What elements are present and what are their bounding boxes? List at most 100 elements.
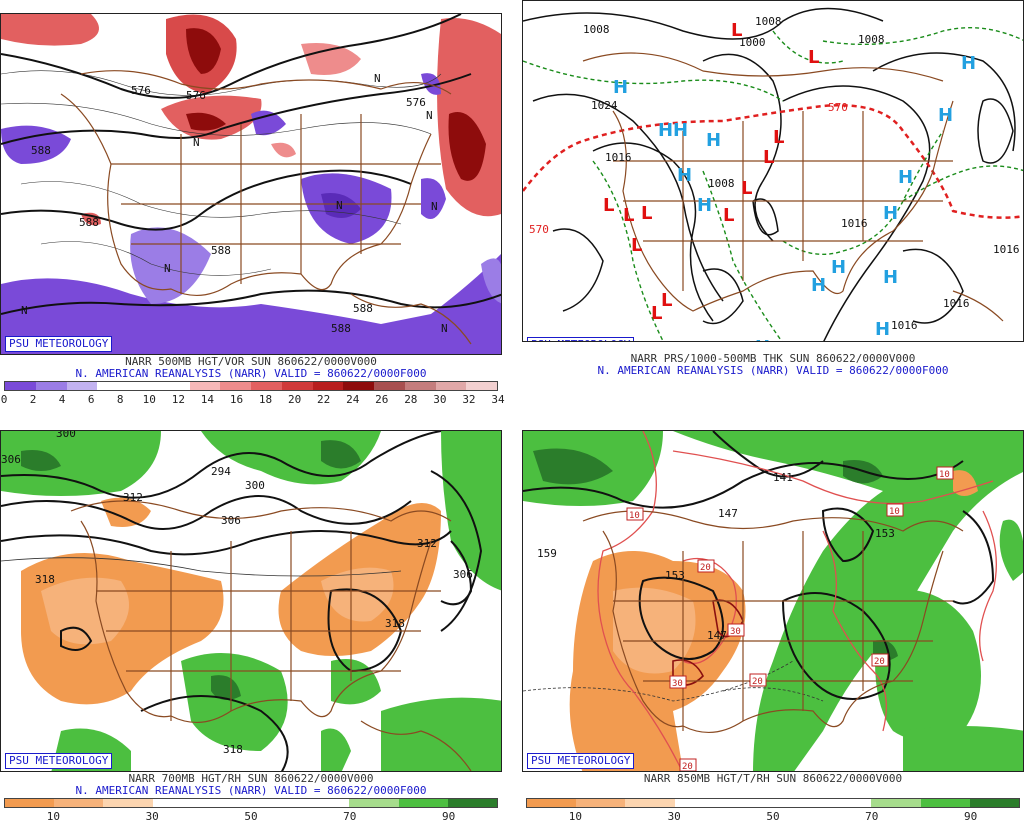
panel-500mb: 576 576 588 588 588 576 588 588 N N N N … [0,13,505,415]
colorbar-swatch [435,382,467,390]
map-700mb: 300 294 300 306 306 312 312 318 318 318 … [0,430,502,772]
low-marker: L [808,47,819,68]
colorbar-tick-label: 18 [258,393,273,406]
colorbar-ticks: 10 30 50 70 90 [4,810,498,824]
credit-label: PSU METEOROLOGY [5,336,113,352]
colorbar-swatch [398,799,448,807]
colorbar-swatch [527,799,577,807]
panel-subtitle: N. AMERICAN REANALYSIS (NARR) VALID = 86… [597,364,949,377]
colorbar-tick-label: 24 [346,393,360,406]
high-marker: H [811,275,826,296]
colorbar-swatch [66,382,98,390]
temperature-contours [597,431,997,771]
isobar-label: 1016 [943,297,970,310]
contour-label: 318 [223,743,243,756]
colorbar-swatch [969,799,1020,807]
isobar-label: 1016 [891,319,918,332]
isobar-label: 1008 [858,33,885,46]
geography-lines [60,70,472,345]
high-marker: H [938,105,953,126]
geography-lines [582,510,964,734]
panel-subtitle: N. AMERICAN REANALYSIS (NARR) VALID = 86… [75,367,427,380]
map-850mb: 141 147 153 159 153 147 10 10 10 20 20 2… [522,430,1024,772]
colorbar-tick-label: 30 [145,810,159,823]
colorbar-swatch [158,382,190,390]
geography-lines [582,52,1004,322]
extremum-label: N [193,136,200,149]
contour-label: 588 [353,302,373,315]
colorbar-swatch [871,799,921,807]
high-marker: H [677,165,692,186]
contour-label: 318 [385,617,405,630]
contour-label: 153 [875,527,895,540]
colorbar-swatch [300,799,350,807]
colorbar-tick-label: 0 [0,393,8,406]
colorbar-tick-label: 10 [142,393,156,406]
isobar-label: 1008 [708,177,735,190]
height-contours [523,431,995,700]
contour-label: 576 [186,89,206,102]
isobar-label: 1016 [605,151,632,164]
geography-lines [70,500,472,771]
isobar-label: 1008 [583,23,610,36]
colorbar-swatch [374,382,405,390]
extremum-label: N [374,72,381,85]
contour-label: 312 [417,537,437,550]
colorbar-swatch [189,382,221,390]
contour-label: 306 [1,453,21,466]
colorbar-tick-label: 10 [46,810,61,823]
contour-label: 588 [211,244,231,257]
colorbar-swatch [5,382,36,390]
low-marker: L [651,303,662,324]
low-marker: L [631,235,642,256]
extremum-label: N [441,322,448,335]
extremum-label: N [426,109,433,122]
high-pressure-markers: H H H H H H H H H H H H H H H [613,53,976,341]
colorbar-swatch [404,382,436,390]
extremum-label: N [164,262,171,275]
colorbar-swatch [35,382,67,390]
colorbar-rh [526,798,1020,808]
colorbar-swatch [349,799,399,807]
credit-label: PSU METEOROLOGY [527,753,635,769]
contour-label: 147 [718,507,738,520]
colorbar-swatch [128,382,159,390]
colorbar-swatch [251,382,282,390]
colorbar-swatch [103,799,153,807]
colorbar-tick-label: 30 [433,393,447,406]
high-marker: H [883,267,898,288]
temp-label: 30 [730,627,741,637]
low-marker: L [641,203,652,224]
isobar-label: 1016 [993,243,1020,256]
high-marker: H [961,53,976,74]
isobar-label: 1016 [841,217,868,230]
colorbar-swatch [773,799,823,807]
temperature-labels: 10 10 10 20 20 20 20 30 30 [626,466,954,771]
colorbar-swatch [5,799,55,807]
temp-label: 10 [629,511,640,521]
colorbar-swatch [822,799,872,807]
thickness-label: 570 [828,101,848,114]
colorbar-tick-label: 90 [441,810,456,823]
panel-850mb: 141 147 153 159 153 147 10 10 10 20 20 2… [522,430,1024,832]
low-marker: L [603,195,614,216]
contour-label: 576 [131,84,151,97]
colorbar-swatch [152,799,202,807]
isobars [523,7,1016,341]
panel-title: NARR PRS/1000-500MB THK SUN 860622/0000V… [630,352,916,365]
high-marker: H [875,319,890,340]
contour-label: 294 [211,465,231,478]
high-marker: H [898,167,913,188]
colorbar-tick-label: 14 [200,393,215,406]
high-marker: H [658,120,673,141]
map-svg-pressure: 1008 1000 1008 1024 1016 1008 1008 1016 … [523,1,1023,341]
negative-vorticity-area [1,125,71,164]
low-marker: L [741,178,752,199]
colorbar-ticks: 10 30 50 70 90 [526,810,1020,824]
temp-label: 30 [672,679,683,689]
colorbar-swatch [220,382,251,390]
colorbar-tick-label: 70 [343,810,357,823]
colorbar-swatch [201,799,252,807]
colorbar-swatch [447,799,498,807]
extremum-label: N [431,200,438,213]
